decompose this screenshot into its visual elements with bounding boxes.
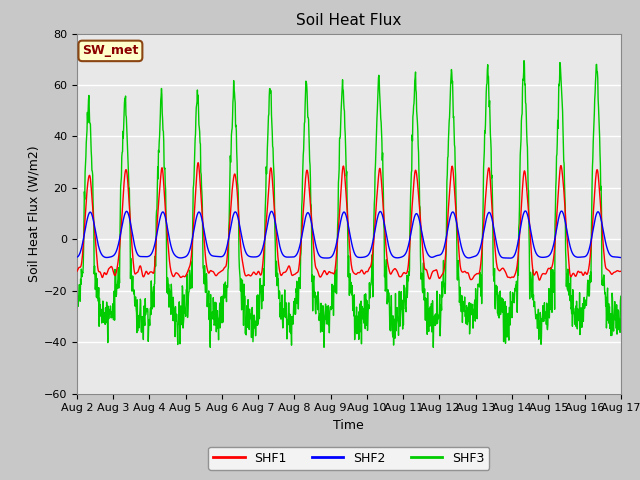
- Title: Soil Heat Flux: Soil Heat Flux: [296, 13, 401, 28]
- SHF1: [73, 269, 81, 275]
- SHF2: [522, 208, 529, 214]
- SHF3: [73, 304, 81, 310]
- SHF1: [617, 268, 625, 274]
- SHF2: [433, 252, 441, 258]
- SHF1: [536, 277, 543, 283]
- SHF2: [194, 211, 202, 216]
- Line: SHF1: SHF1: [77, 163, 621, 280]
- SHF2: [73, 254, 81, 260]
- SHF3: [617, 293, 625, 299]
- SHF2: [506, 255, 514, 261]
- SHF2: [255, 253, 262, 259]
- SHF1: [194, 161, 202, 167]
- SHF2: [617, 255, 625, 261]
- SHF2: [504, 255, 512, 261]
- SHF1: [434, 270, 442, 276]
- SHF3: [505, 334, 513, 339]
- SHF3: [194, 100, 202, 106]
- Line: SHF3: SHF3: [77, 60, 621, 348]
- SHF3: [207, 345, 214, 350]
- Line: SHF2: SHF2: [77, 211, 621, 258]
- SHF1: [255, 269, 263, 275]
- SHF1: [505, 275, 513, 280]
- SHF3: [520, 58, 528, 63]
- SHF2: [553, 224, 561, 230]
- Text: SW_met: SW_met: [82, 44, 139, 58]
- SHF3: [434, 320, 442, 326]
- SHF3: [255, 305, 263, 311]
- SHF1: [195, 160, 202, 166]
- Y-axis label: Soil Heat Flux (W/m2): Soil Heat Flux (W/m2): [28, 145, 41, 282]
- SHF3: [553, 152, 561, 157]
- SHF2: [180, 254, 188, 260]
- SHF3: [180, 310, 188, 316]
- Legend: SHF1, SHF2, SHF3: SHF1, SHF2, SHF3: [209, 447, 489, 469]
- X-axis label: Time: Time: [333, 419, 364, 432]
- SHF1: [180, 274, 188, 280]
- SHF1: [553, 211, 561, 216]
